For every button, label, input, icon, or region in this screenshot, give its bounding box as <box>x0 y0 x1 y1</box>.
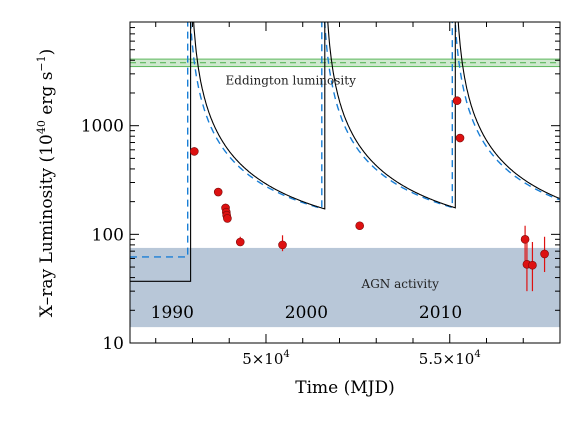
data-point-group <box>540 236 549 273</box>
y-tick-label: 100 <box>92 225 124 245</box>
data-point <box>355 221 365 231</box>
data-point <box>540 249 549 259</box>
data-point-group <box>355 221 365 231</box>
y-axis-title: X–ray Luminosity (1040 erg s−1) <box>35 49 57 318</box>
agn-activity-label: AGN activity <box>361 277 440 291</box>
data-point-group <box>190 147 199 156</box>
y-tick-label: 1000 <box>81 117 124 137</box>
data-point-group <box>455 133 465 143</box>
year-label: 2000 <box>285 303 328 323</box>
year-label: 2010 <box>419 303 462 323</box>
data-point <box>213 187 223 197</box>
data-point <box>528 260 537 270</box>
model-curve-dashed <box>130 22 560 258</box>
x-tick-label: 5.5×104 <box>419 349 481 368</box>
data-point <box>455 133 465 143</box>
data-point-group <box>278 235 287 252</box>
data-point <box>452 96 462 105</box>
data-point <box>278 240 287 250</box>
eddington-label: Eddington luminosity <box>226 74 357 88</box>
data-point-group <box>223 214 232 223</box>
x-axis-title: Time (MJD) <box>295 378 394 398</box>
model-curve-solid <box>130 22 560 282</box>
data-point <box>190 147 199 156</box>
y-tick-label: 10 <box>102 334 124 354</box>
x-tick-label: 5×104 <box>242 349 290 368</box>
data-point <box>223 214 232 223</box>
data-point <box>235 237 245 247</box>
data-point-group <box>452 96 462 105</box>
data-point-group <box>528 242 537 292</box>
data-point-group <box>235 236 245 247</box>
year-label: 1990 <box>151 303 194 323</box>
data-point <box>520 235 530 244</box>
agn-activity-band <box>130 247 560 328</box>
data-point-group <box>213 187 223 197</box>
